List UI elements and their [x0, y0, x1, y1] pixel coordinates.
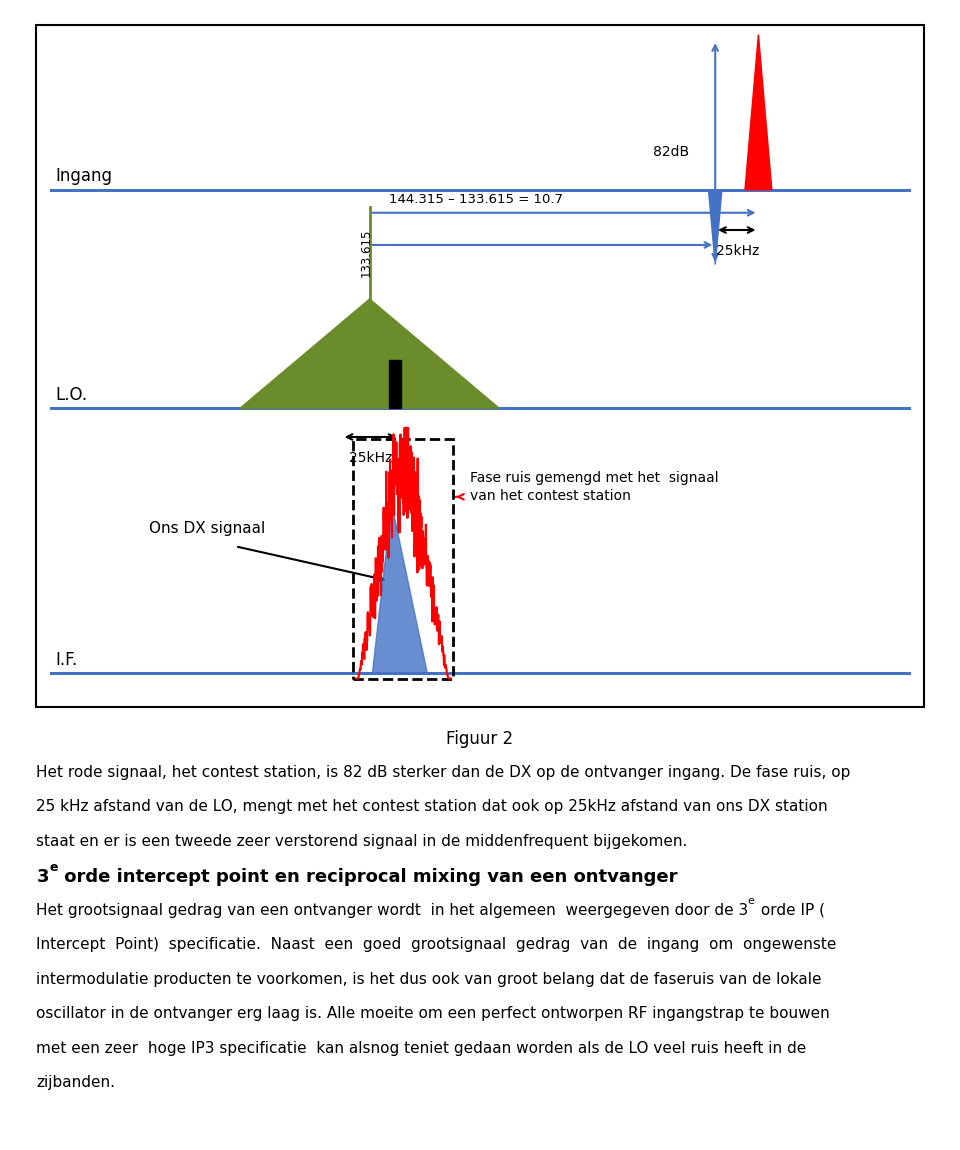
Text: 25kHz: 25kHz	[348, 451, 393, 465]
Text: 133.615: 133.615	[359, 229, 372, 277]
Bar	[389, 360, 401, 408]
Text: I.F.: I.F.	[56, 651, 78, 669]
Text: Het grootsignaal gedrag van een ontvanger wordt  in het algemeen  weergegeven do: Het grootsignaal gedrag van een ontvange…	[36, 903, 749, 918]
Text: Intercept  Point)  specificatie.  Naast  een  goed  grootsignaal  gedrag  van  d: Intercept Point) specificatie. Naast een…	[36, 937, 837, 952]
Text: met een zeer  hoge IP3 specificatie  kan alsnog teniet gedaan worden als de LO v: met een zeer hoge IP3 specificatie kan a…	[36, 1041, 806, 1056]
Bar	[36, 25, 924, 707]
Text: L.O.: L.O.	[56, 385, 87, 404]
Text: Figuur 2: Figuur 2	[446, 730, 514, 749]
Text: orde IP (: orde IP (	[756, 903, 825, 918]
Text: 25kHz: 25kHz	[715, 244, 759, 258]
Polygon shape	[372, 504, 427, 673]
Polygon shape	[240, 299, 499, 408]
Text: oscillator in de ontvanger erg laag is. Alle moeite om een perfect ontworpen RF : oscillator in de ontvanger erg laag is. …	[36, 1006, 830, 1021]
Text: e: e	[747, 896, 754, 906]
Text: 3: 3	[36, 868, 49, 887]
Text: Ingang: Ingang	[56, 167, 112, 185]
Text: zijbanden.: zijbanden.	[36, 1075, 115, 1090]
Text: Fase ruis gemengd met het  signaal: Fase ruis gemengd met het signaal	[470, 472, 719, 485]
Text: intermodulatie producten te voorkomen, is het dus ook van groot belang dat de fa: intermodulatie producten te voorkomen, i…	[36, 972, 822, 987]
Text: Het rode signaal, het contest station, is 82 dB sterker dan de DX op de ontvange: Het rode signaal, het contest station, i…	[36, 765, 851, 780]
Text: 82dB: 82dB	[653, 145, 689, 159]
Text: orde intercept point en reciprocal mixing van een ontvanger: orde intercept point en reciprocal mixin…	[58, 868, 677, 887]
Polygon shape	[708, 190, 722, 264]
Text: 144.315 – 133.615 = 10.7: 144.315 – 133.615 = 10.7	[389, 193, 563, 206]
Text: Ons DX signaal: Ons DX signaal	[149, 521, 265, 537]
Text: van het contest station: van het contest station	[470, 489, 632, 503]
Bar	[353, 439, 453, 678]
Polygon shape	[745, 34, 772, 190]
Text: staat en er is een tweede zeer verstorend signaal in de middenfrequent bijgekome: staat en er is een tweede zeer verstoren…	[36, 834, 688, 849]
Text: e: e	[50, 861, 59, 874]
Text: 25 kHz afstand van de LO, mengt met het contest station dat ook op 25kHz afstand: 25 kHz afstand van de LO, mengt met het …	[36, 799, 828, 814]
